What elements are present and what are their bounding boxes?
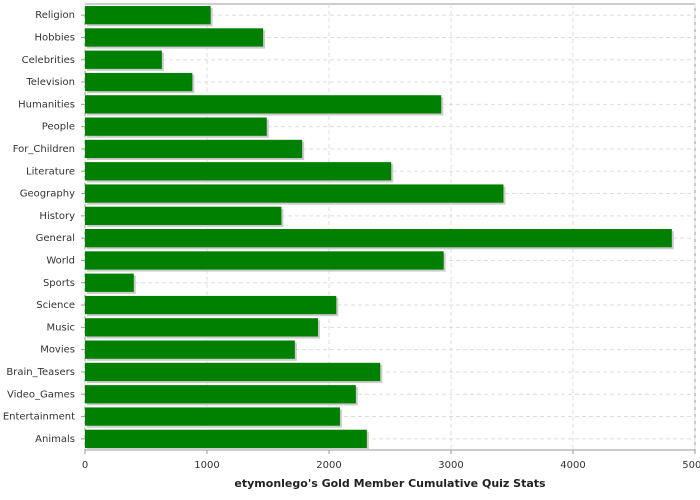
y-tick-label: Animals — [35, 434, 75, 445]
y-tick-label: People — [42, 122, 75, 133]
y-tick-label: Sports — [43, 278, 75, 289]
bar — [85, 162, 392, 181]
y-tick-label: For_Children — [13, 144, 75, 155]
bar — [85, 251, 444, 270]
bar — [85, 229, 672, 248]
y-tick-label: Science — [36, 300, 75, 311]
y-tick-label: Humanities — [18, 99, 75, 110]
bar — [85, 28, 264, 47]
plot-area — [84, 3, 696, 451]
y-tick-label: Entertainment — [3, 412, 75, 423]
bar — [85, 117, 267, 136]
bar — [85, 318, 319, 337]
bar — [85, 6, 211, 25]
y-tick-label: World — [46, 255, 75, 266]
bar — [85, 50, 162, 69]
x-tick-label: 4000 — [560, 460, 585, 471]
y-tick-label: Video_Games — [7, 389, 75, 400]
bar — [85, 72, 193, 92]
y-tick-label: Hobbies — [35, 32, 75, 43]
y-tick-label: Literature — [26, 166, 75, 177]
bar — [85, 139, 303, 159]
bar — [85, 95, 442, 114]
y-tick-label: History — [39, 211, 75, 222]
y-tick-label: Movies — [40, 345, 75, 356]
x-tick-label: 5000 — [682, 460, 700, 471]
chart-title: etymonlego's Gold Member Cumulative Quiz… — [234, 477, 546, 490]
x-tick-label: 3000 — [438, 460, 463, 471]
bar — [85, 362, 381, 382]
bar — [85, 184, 504, 203]
bar — [85, 295, 337, 315]
bar — [85, 407, 340, 426]
bar — [85, 206, 282, 225]
y-tick-label: Religion — [35, 10, 75, 21]
bar — [85, 273, 134, 292]
x-tick-label: 2000 — [316, 460, 341, 471]
y-tick-label: Television — [25, 77, 75, 88]
bar — [85, 340, 295, 359]
y-tick-label: Geography — [20, 189, 75, 200]
y-tick-label: Celebrities — [22, 55, 75, 66]
x-tick-label: 0 — [82, 460, 88, 471]
y-tick-label: Music — [47, 322, 75, 333]
bar — [85, 385, 356, 404]
x-tick-label: 1000 — [194, 460, 219, 471]
y-tick-label: Brain_Teasers — [6, 367, 75, 378]
bar — [85, 429, 367, 448]
y-tick-label: General — [36, 233, 75, 244]
